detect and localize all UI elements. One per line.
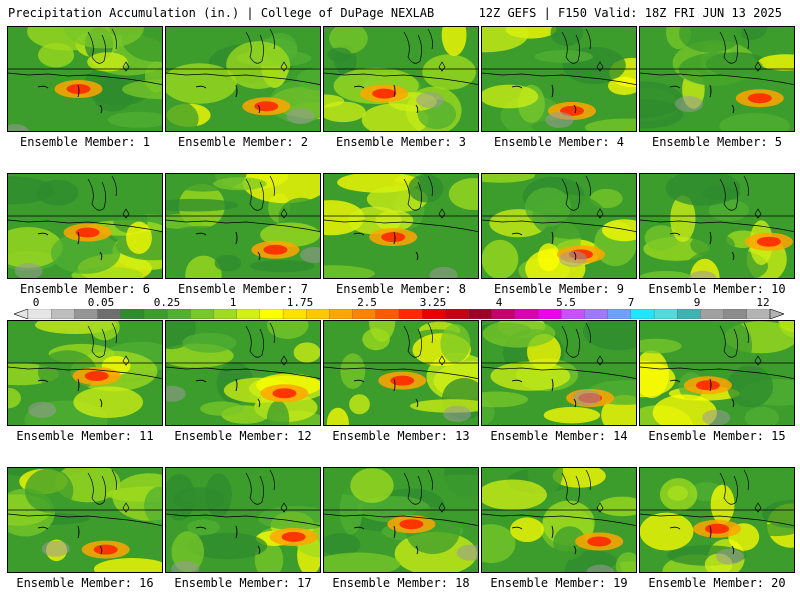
ensemble-member-label: Ensemble Member: 17 bbox=[174, 576, 312, 590]
ensemble-member-label: Ensemble Member: 8 bbox=[335, 282, 467, 296]
ensemble-member-label: Ensemble Member: 5 bbox=[651, 135, 783, 149]
ensemble-member-label: Ensemble Member: 20 bbox=[648, 576, 786, 590]
colorbar-swatch bbox=[74, 309, 99, 319]
ensemble-member-label: Ensemble Member: 19 bbox=[490, 576, 628, 590]
ensemble-member-label: Ensemble Member: 14 bbox=[490, 429, 628, 443]
ensemble-member-map bbox=[7, 320, 163, 426]
colorbar-swatch bbox=[143, 309, 168, 319]
colorbar-swatch bbox=[306, 309, 330, 319]
colorbar-swatch bbox=[468, 309, 493, 319]
colorbar-swatch bbox=[607, 309, 632, 319]
ensemble-member-map bbox=[323, 467, 479, 573]
colorbar-swatch bbox=[491, 309, 516, 319]
colorbar-swatch bbox=[51, 309, 75, 319]
ensemble-member-map bbox=[481, 173, 637, 279]
ensemble-member-label: Ensemble Member: 18 bbox=[332, 576, 470, 590]
ensemble-member-label: Ensemble Member: 10 bbox=[648, 282, 786, 296]
ensemble-member-map bbox=[481, 467, 637, 573]
colorbar-swatch bbox=[677, 309, 701, 319]
colorbar-tick-label: 2.5 bbox=[357, 296, 377, 309]
colorbar-tick-label: 4 bbox=[495, 296, 503, 309]
colorbar-tick-label: 1.75 bbox=[286, 296, 314, 309]
colorbar-swatch bbox=[329, 309, 354, 319]
colorbar-swatch bbox=[537, 309, 562, 319]
ensemble-member-label: Ensemble Member: 2 bbox=[177, 135, 309, 149]
run-valid-time: 12Z GEFS | F150 Valid: 18Z FRI JUN 13 20… bbox=[478, 6, 782, 20]
ensemble-member-label: Ensemble Member: 6 bbox=[19, 282, 151, 296]
colorbar-swatch bbox=[561, 309, 585, 319]
ensemble-member-label: Ensemble Member: 15 bbox=[648, 429, 786, 443]
ensemble-member-map bbox=[165, 173, 321, 279]
colorbar-tick-label: 1 bbox=[229, 296, 237, 309]
colorbar-swatch bbox=[746, 309, 771, 319]
colorbar-swatch bbox=[166, 309, 191, 319]
colorbar-swatch bbox=[445, 309, 470, 319]
ensemble-member-label: Ensemble Member: 7 bbox=[177, 282, 309, 296]
colorbar-tick-label: 5.5 bbox=[556, 296, 576, 309]
ensemble-member-map bbox=[165, 26, 321, 132]
colorbar-swatch bbox=[213, 309, 238, 319]
colorbar-tick-label: 3.25 bbox=[419, 296, 447, 309]
ensemble-member-map bbox=[481, 26, 637, 132]
colorbar-tick-label: 0 bbox=[32, 296, 40, 309]
colorbar-swatch bbox=[422, 309, 446, 319]
ensemble-member-map bbox=[165, 320, 321, 426]
colorbar-tick-label: 12 bbox=[756, 296, 770, 309]
ensemble-member-label: Ensemble Member: 11 bbox=[16, 429, 154, 443]
ensemble-member-map bbox=[165, 467, 321, 573]
ensemble-member-map bbox=[639, 173, 795, 279]
ensemble-member-map bbox=[323, 320, 479, 426]
ensemble-member-map bbox=[7, 26, 163, 132]
colorbar-swatch bbox=[514, 309, 539, 319]
colorbar-tick-label: 7 bbox=[627, 296, 635, 309]
colorbar-tick-label: 0.25 bbox=[153, 296, 181, 309]
colorbar-swatch bbox=[190, 309, 214, 319]
ensemble-member-label: Ensemble Member: 9 bbox=[493, 282, 625, 296]
ensemble-member-map bbox=[323, 26, 479, 132]
ensemble-member-map bbox=[639, 26, 795, 132]
colorbar-swatch bbox=[352, 309, 377, 319]
colorbar-tick-label: 0.05 bbox=[87, 296, 115, 309]
ensemble-member-map bbox=[323, 173, 479, 279]
ensemble-member-map bbox=[639, 467, 795, 573]
ensemble-member-map bbox=[481, 320, 637, 426]
colorbar-swatch bbox=[630, 309, 655, 319]
ensemble-member-label: Ensemble Member: 3 bbox=[335, 135, 467, 149]
ensemble-member-label: Ensemble Member: 4 bbox=[493, 135, 625, 149]
ensemble-member-label: Ensemble Member: 1 bbox=[19, 135, 151, 149]
colorbar-swatch bbox=[653, 309, 678, 319]
colorbar-swatch bbox=[236, 309, 261, 319]
ensemble-member-label: Ensemble Member: 12 bbox=[174, 429, 312, 443]
colorbar-swatch bbox=[700, 309, 725, 319]
map-title: Precipitation Accumulation (in.) | Colle… bbox=[8, 6, 435, 20]
ensemble-member-label: Ensemble Member: 13 bbox=[332, 429, 470, 443]
colorbar-swatch bbox=[398, 309, 423, 319]
colorbar-swatch bbox=[584, 309, 609, 319]
colorbar-swatch bbox=[723, 309, 748, 319]
colorbar-swatch bbox=[282, 309, 307, 319]
colorbar-tick-label: 9 bbox=[693, 296, 701, 309]
ensemble-member-map bbox=[639, 320, 795, 426]
colorbar-swatch bbox=[120, 309, 145, 319]
colorbar-swatch bbox=[259, 309, 284, 319]
ensemble-member-label: Ensemble Member: 16 bbox=[16, 576, 154, 590]
colorbar-swatch bbox=[27, 309, 52, 319]
precipitation-colorbar bbox=[14, 309, 784, 319]
colorbar-swatch bbox=[375, 309, 400, 319]
ensemble-member-map bbox=[7, 173, 163, 279]
colorbar-swatch bbox=[97, 309, 122, 319]
ensemble-member-map bbox=[7, 467, 163, 573]
